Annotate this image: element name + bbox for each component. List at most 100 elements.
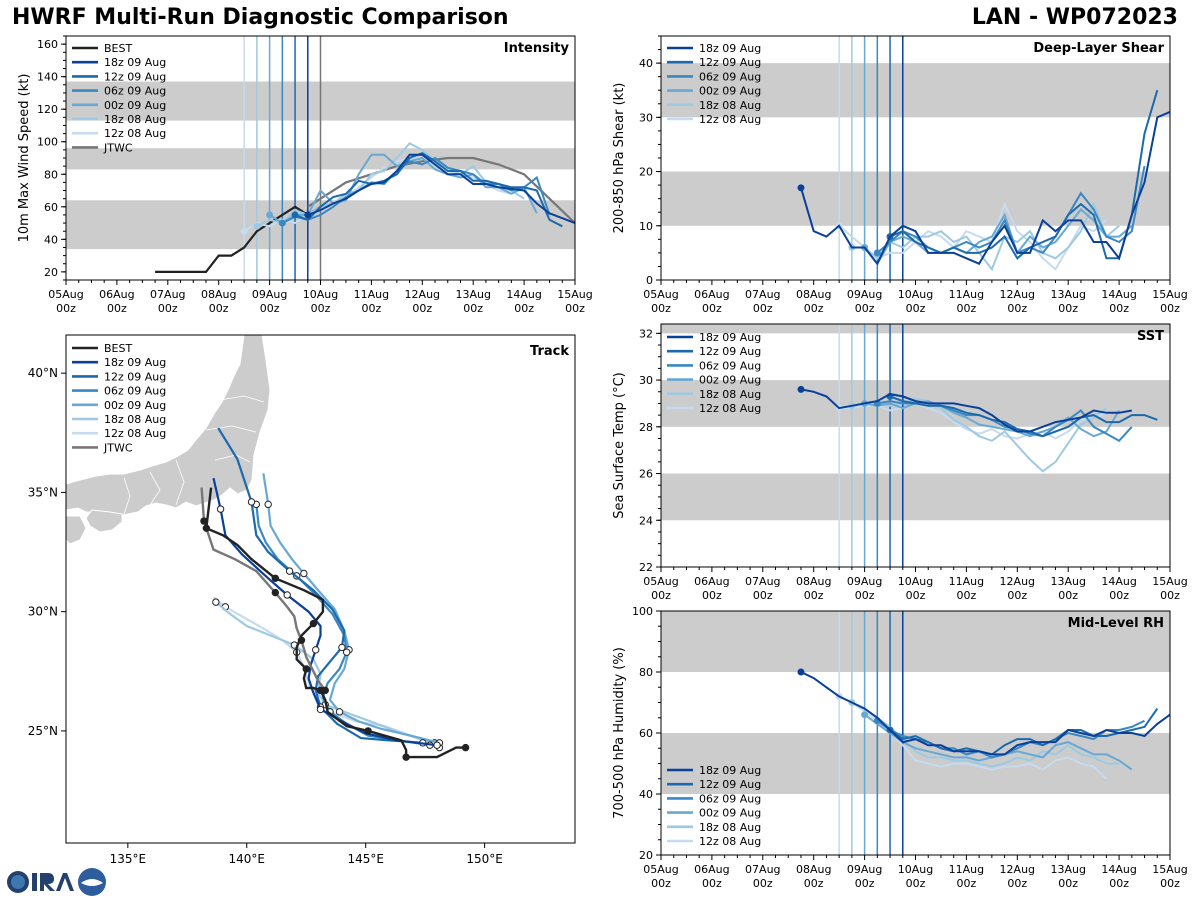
cira-letter-a-icon xyxy=(56,873,74,891)
prefecture-border xyxy=(149,471,161,506)
x-tick-label: 00z xyxy=(1058,302,1078,315)
legend-entry: 12z 08 Aug xyxy=(104,427,166,440)
legend-entry: 12z 09 Aug xyxy=(699,345,761,358)
x-tick-label: 05Aug xyxy=(643,863,678,876)
partner-seal-wave-icon xyxy=(81,879,103,886)
forecast-track-line-marker xyxy=(264,500,272,509)
series-line xyxy=(800,388,1132,433)
forecast-track-line-marker xyxy=(312,646,320,654)
forecast-track-line xyxy=(212,596,440,749)
forecast-track-line xyxy=(262,473,440,744)
legend-entry: 00z 09 Aug xyxy=(699,374,761,387)
forecast-track-line-marker xyxy=(216,505,225,513)
x-tick-label: 10Aug xyxy=(898,575,933,588)
x-tick-label: 00z xyxy=(702,302,722,315)
map-area xyxy=(66,335,470,761)
legend-entry: 12z 09 Aug xyxy=(699,56,761,69)
cira-letter-i-icon xyxy=(32,873,37,891)
best-track-line-marker xyxy=(461,743,470,752)
prefecture-border xyxy=(175,459,185,506)
legend-entry: 12z 08 Aug xyxy=(699,113,761,126)
prefecture-border xyxy=(219,395,265,403)
x-tick-label: 00z xyxy=(311,302,331,315)
plot-area xyxy=(66,36,575,280)
cira-letter-r-icon xyxy=(40,873,55,891)
best-track-line-marker xyxy=(309,619,318,628)
jtwc-forecast-line xyxy=(307,156,575,224)
legend-entry: JTWC xyxy=(103,141,133,154)
y-tick-label: 40°N xyxy=(28,366,58,380)
x-tick-label: 14Aug xyxy=(506,288,541,301)
y-tick-label: 20 xyxy=(44,266,58,279)
forecast-track-line xyxy=(255,504,431,747)
y-tick-label: 25°N xyxy=(28,724,58,738)
x-tick-label: 00z xyxy=(804,302,824,315)
y-tick-label: 0 xyxy=(646,274,653,287)
cira-logo xyxy=(7,868,106,896)
x-tick-label: 07Aug xyxy=(745,863,780,876)
x-tick-label: 00z xyxy=(702,877,722,890)
shear-panel: 05Aug00z06Aug00z07Aug00z08Aug00z09Aug00z… xyxy=(612,35,1188,315)
series-line xyxy=(889,395,1158,438)
y-tick-label: 60 xyxy=(44,201,58,214)
x-tick-label: 00z xyxy=(906,589,926,602)
y-tick-label: 20 xyxy=(639,849,653,862)
y-tick-label: 30 xyxy=(639,111,653,124)
panel-title: Deep-Layer Shear xyxy=(1033,41,1164,56)
series-line xyxy=(307,153,575,225)
x-tick-label: 11Aug xyxy=(949,575,984,588)
intensity-panel: 05Aug00z06Aug00z07Aug00z08Aug00z09Aug00z… xyxy=(17,35,593,315)
x-tick-label: 11Aug xyxy=(354,288,389,301)
x-tick-label: 00z xyxy=(855,589,875,602)
x-tick-label: 00z xyxy=(1160,302,1180,315)
x-tick-label: 11Aug xyxy=(949,863,984,876)
forecast-track-line-marker xyxy=(316,705,325,714)
x-tick-label: 06Aug xyxy=(694,288,729,301)
plot-area xyxy=(661,324,1170,567)
best-track-line-marker xyxy=(271,574,280,582)
panel-title: Track xyxy=(530,344,569,359)
x-tick-label: 07Aug xyxy=(745,575,780,588)
series-line xyxy=(876,719,1145,759)
x-tick-label: 00z xyxy=(906,877,926,890)
plot-area xyxy=(661,36,1170,280)
sst-panel: 05Aug00z06Aug00z07Aug00z08Aug00z09Aug00z… xyxy=(612,323,1188,602)
y-tick-label: 32 xyxy=(639,327,653,340)
plot-area xyxy=(661,611,1170,855)
x-tick-label: 00z xyxy=(1109,589,1129,602)
forecast-track-line-marker xyxy=(247,498,256,506)
x-tick-label: 08Aug xyxy=(796,288,831,301)
x-tick-label: 06Aug xyxy=(694,863,729,876)
y-tick-label: 35°N xyxy=(28,485,58,499)
legend-entry: 06z 09 Aug xyxy=(699,359,761,372)
panel-title: Mid-Level RH xyxy=(1068,616,1164,631)
best-track-line-marker xyxy=(202,524,211,532)
x-tick-label: 00z xyxy=(362,302,382,315)
x-tick-label: 00z xyxy=(1007,877,1027,890)
series-line xyxy=(256,142,525,228)
x-tick-label: 00z xyxy=(957,302,977,315)
x-tick-label: 13Aug xyxy=(1050,288,1085,301)
series-start-marker xyxy=(797,184,805,192)
x-tick-label: 00z xyxy=(753,302,773,315)
legend-entry: 18z 08 Aug xyxy=(104,413,166,426)
y-tick-label: 80 xyxy=(44,168,58,181)
y-tick-label: 26 xyxy=(639,468,653,481)
x-tick-label: 00z xyxy=(1058,877,1078,890)
x-tick-label: 13Aug xyxy=(1050,863,1085,876)
track-panel: 135°E 140°E 145°E 150°E 25°N 30°N 35°N 40°N Trac… xyxy=(28,334,576,866)
legend-entry: 18z 08 Aug xyxy=(104,113,166,126)
x-tick-label: 13Aug xyxy=(455,288,490,301)
x-tick-label: 00z xyxy=(412,302,432,315)
intensity-band xyxy=(661,611,1170,672)
x-tick-label: 00z xyxy=(1109,877,1129,890)
x-tick-label: 05Aug xyxy=(48,288,83,301)
y-tick-label: 100 xyxy=(632,605,653,618)
x-tick-label: 06Aug xyxy=(694,575,729,588)
intensity-band xyxy=(661,63,1170,118)
jtwc-track-line-marker xyxy=(271,588,280,597)
plot-frame xyxy=(65,334,576,844)
legend-entry: 00z 09 Aug xyxy=(104,99,166,112)
x-tick-label: 00z xyxy=(56,302,76,315)
forecast-track-line-marker xyxy=(212,598,220,606)
